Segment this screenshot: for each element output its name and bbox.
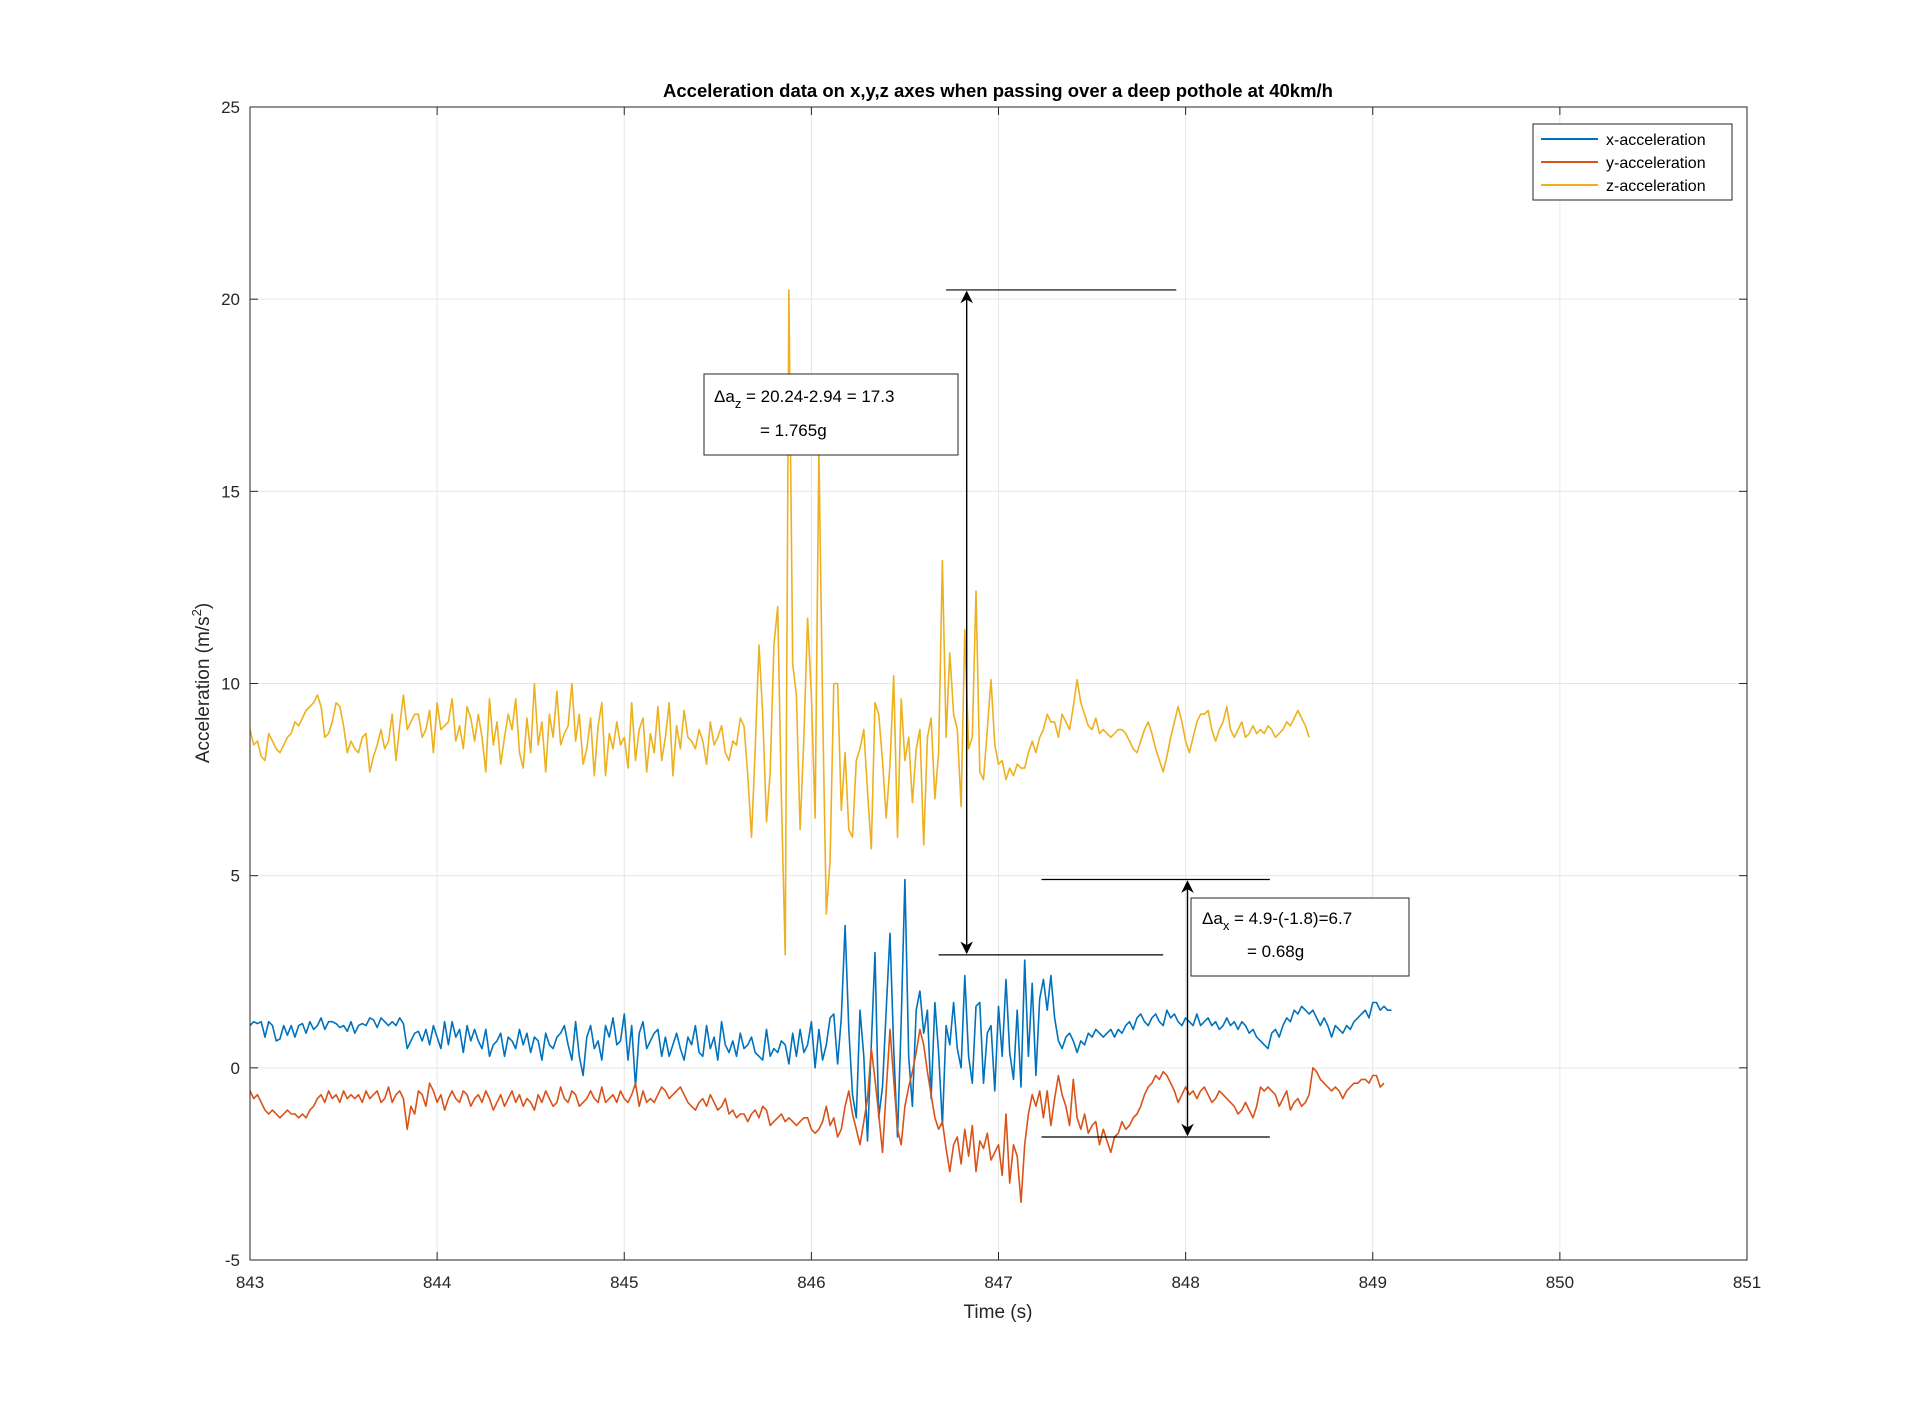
y-axis-label-sup: 2 <box>189 609 204 616</box>
legend-label-x: x-acceleration <box>1606 132 1706 149</box>
annotation-az: Δaz = 20.24-2.94 = 17.3 = 1.765g <box>703 373 959 456</box>
annotation-az-delta: Δa <box>714 387 735 406</box>
annotation-ax-line1: Δax = 4.9-(-1.8)=6.7 <box>1202 909 1352 933</box>
annotation-ax-line2: = 0.68g <box>1247 942 1304 961</box>
annotation-ax: Δax = 4.9-(-1.8)=6.7 = 0.68g <box>1190 897 1410 977</box>
y-tick-label: -5 <box>225 1251 240 1270</box>
x-tick-label: 849 <box>1359 1273 1387 1292</box>
x-tick-label: 850 <box>1546 1273 1574 1292</box>
annotation-az-line2: = 1.765g <box>760 421 827 440</box>
y-tick-label: 15 <box>221 482 240 501</box>
series-x-acceleration <box>249 878 1392 1142</box>
y-tick-label: 10 <box>221 675 240 694</box>
x-tick-label: 848 <box>1171 1273 1199 1292</box>
chart-title: Acceleration data on x,y,z axes when pas… <box>663 80 1333 101</box>
annotation-az-line1: Δaz = 20.24-2.94 = 17.3 <box>714 387 894 411</box>
series-z-acceleration <box>249 289 1310 956</box>
annotation-ax-delta: Δa <box>1202 909 1223 928</box>
legend-label-z: z-acceleration <box>1606 178 1706 195</box>
series-lines <box>249 289 1392 1204</box>
annotations <box>938 289 1270 1138</box>
annotation-ax-sub: x <box>1223 918 1230 933</box>
annotation-ax-box <box>1190 897 1410 977</box>
annotation-az-rest: = 20.24-2.94 = 17.3 <box>741 387 894 406</box>
x-tick-label: 846 <box>797 1273 825 1292</box>
y-tick-label: 20 <box>221 290 240 309</box>
axis-ticks: 843 844 845 846 847 848 849 850 851 -5 0 5 10 15 20 25 <box>221 98 1761 1292</box>
annotation-az-box <box>703 373 959 456</box>
x-tick-label: 843 <box>236 1273 264 1292</box>
legend: x-acceleration y-acceleration z-accelera… <box>1532 123 1733 201</box>
annotation-az-sub: z <box>735 396 742 411</box>
series-y-acceleration <box>249 1028 1385 1204</box>
grid <box>250 107 1747 1260</box>
x-axis-label: Time (s) <box>964 1302 1033 1323</box>
y-axis-label-main: Acceleration (m/s <box>193 616 214 763</box>
x-tick-label: 851 <box>1733 1273 1761 1292</box>
y-tick-label: 5 <box>231 867 240 886</box>
legend-label-y: y-acceleration <box>1606 155 1706 172</box>
y-tick-label: 25 <box>221 98 240 117</box>
annotation-ax-rest: = 4.9-(-1.8)=6.7 <box>1229 909 1352 928</box>
x-tick-label: 844 <box>423 1273 451 1292</box>
y-axis-label-end: ) <box>193 603 214 609</box>
x-tick-label: 845 <box>610 1273 638 1292</box>
x-tick-label: 847 <box>984 1273 1012 1292</box>
y-tick-label: 0 <box>231 1059 240 1078</box>
y-axis-label: Acceleration (m/s2) <box>189 603 214 763</box>
